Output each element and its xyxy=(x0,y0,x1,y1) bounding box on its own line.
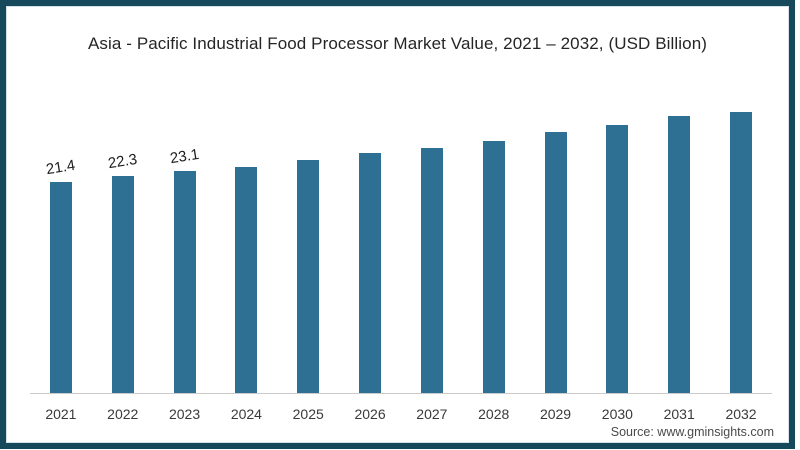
bar-column: 23.1 xyxy=(154,145,216,393)
bar-column xyxy=(648,116,710,393)
bar-2022 xyxy=(111,176,134,393)
bar-value-label: 23.1 xyxy=(168,145,201,168)
x-tick-label: 2028 xyxy=(478,406,510,422)
bar-2029 xyxy=(544,132,567,393)
bar-column: 22.3 xyxy=(92,150,154,393)
bar-column xyxy=(710,112,772,393)
bar-2030 xyxy=(606,125,629,393)
bar-column xyxy=(215,167,277,393)
bar-2023 xyxy=(173,171,196,393)
x-tick-label: 2030 xyxy=(601,406,633,422)
bar-2026 xyxy=(359,153,382,393)
chart-title: Asia - Pacific Industrial Food Processor… xyxy=(87,34,708,53)
bar-2021 xyxy=(49,182,72,393)
bar-value-label: 21.4 xyxy=(45,156,77,179)
x-tick-label: 2029 xyxy=(539,406,572,422)
x-tick-label: 2021 xyxy=(45,406,77,422)
bar-column xyxy=(277,160,339,393)
source-credit: Source: www.gminsights.com xyxy=(610,425,774,439)
bar-2028 xyxy=(482,141,505,393)
x-tick-label: 2031 xyxy=(663,406,695,422)
bar-2024 xyxy=(235,167,258,393)
bar-2025 xyxy=(297,160,320,393)
x-axis-labels: 2021 2022 2023 2024 2025 2026 2027 2028 2029 2030… xyxy=(30,400,772,422)
plot-area: 21.4 22.3 23.1 xyxy=(30,93,772,394)
x-tick-label: 2027 xyxy=(416,406,448,422)
x-tick-label: 2024 xyxy=(230,406,262,422)
x-tick-label: 2025 xyxy=(292,406,324,422)
bar-column xyxy=(586,125,648,393)
x-tick-label: 2032 xyxy=(725,406,757,422)
bar-column xyxy=(401,148,463,393)
bar-column xyxy=(525,132,587,393)
x-tick-label: 2022 xyxy=(107,406,139,422)
bar-2031 xyxy=(668,116,691,393)
bar-column xyxy=(339,153,401,393)
bar-value-label: 22.3 xyxy=(106,150,139,173)
bar-2027 xyxy=(420,148,443,393)
bar-2032 xyxy=(730,112,753,393)
bar-column xyxy=(463,141,525,393)
x-tick-label: 2023 xyxy=(168,406,201,422)
x-tick-label: 2026 xyxy=(354,406,386,422)
bar-column: 21.4 xyxy=(30,156,92,393)
